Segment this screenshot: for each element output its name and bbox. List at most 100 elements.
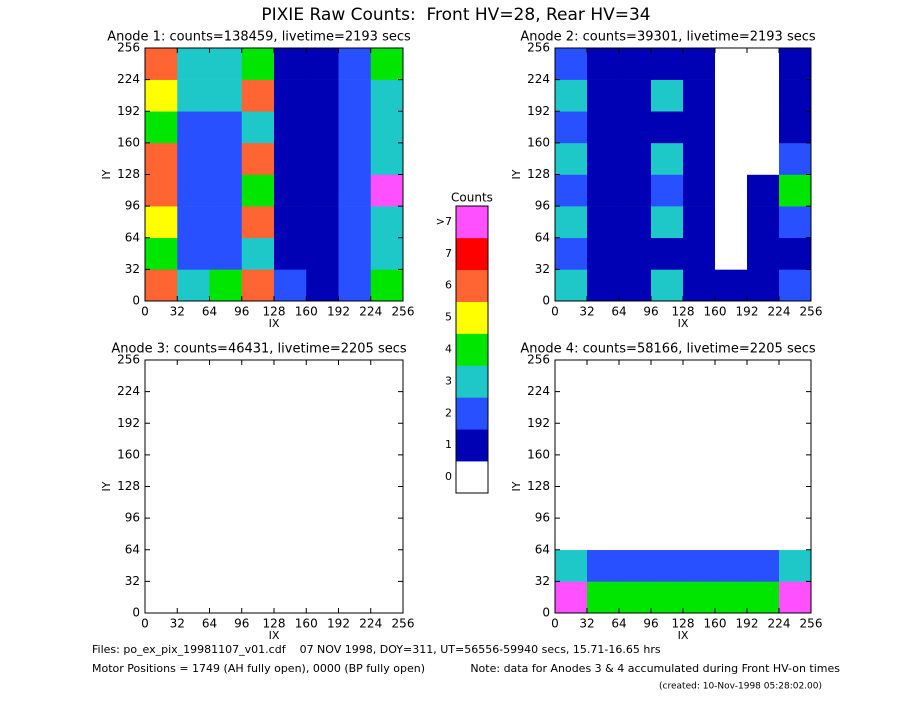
x-tick-label: 256 [800, 617, 823, 631]
heatmap-cell [145, 454, 178, 487]
heatmap-cell [209, 269, 243, 302]
heatmap-cell [370, 237, 404, 270]
y-tick-label: 32 [125, 262, 140, 276]
y-axis-label: IY [510, 169, 523, 179]
heatmap-cell [274, 174, 307, 207]
y-tick-label: 96 [125, 199, 140, 213]
y-tick-label: 32 [125, 574, 140, 588]
heatmap-cell [683, 111, 716, 144]
heatmap-cell [145, 111, 178, 144]
y-tick-label: 224 [527, 384, 550, 398]
heatmap-cell [683, 549, 716, 582]
heatmap-cell [779, 111, 812, 144]
heatmap-cell [747, 423, 780, 456]
x-tick-label: 32 [579, 305, 594, 319]
heatmap-cell [209, 237, 243, 270]
heatmap-cell [587, 142, 620, 175]
heatmap-cell [619, 391, 652, 424]
heatmap-cell [145, 486, 178, 519]
colorbar-swatch [456, 461, 488, 494]
heatmap-cell [715, 206, 748, 239]
heatmap-cell [370, 142, 404, 175]
heatmap-cell [306, 237, 339, 270]
heatmap-cell [747, 581, 780, 614]
x-tick-label: 64 [611, 617, 626, 631]
heatmap-cell [209, 174, 243, 207]
y-tick-label: 160 [527, 135, 550, 149]
heatmap-cell [338, 79, 372, 112]
heatmap-cell [145, 518, 178, 551]
colorbar-swatch [456, 301, 488, 334]
heatmap-cell [651, 423, 684, 456]
heatmap-cell [241, 48, 275, 80]
heatmap-cell [587, 454, 620, 487]
x-tick-label: 224 [768, 305, 791, 319]
heatmap-cell [779, 237, 812, 270]
heatmap-cell [274, 142, 307, 175]
x-tick-label: 0 [551, 617, 559, 631]
x-tick-label: 256 [392, 617, 415, 631]
heatmap-cell [209, 360, 243, 392]
colorbar-label: 5 [445, 311, 452, 324]
heatmap-cell [306, 581, 339, 614]
heatmap-cell [747, 269, 780, 302]
heatmap-cell [241, 423, 275, 456]
heatmap-cell [306, 269, 339, 302]
heatmap-cell [274, 360, 307, 392]
heatmap-cell [587, 581, 620, 614]
heatmap-cell [683, 174, 716, 207]
heatmap-cell [683, 79, 716, 112]
heatmap-cell [370, 79, 404, 112]
x-tick-label: 192 [736, 305, 759, 319]
x-tick-label: 128 [263, 617, 286, 631]
colorbar-title: Counts [451, 191, 493, 205]
colorbar-swatch [456, 333, 488, 366]
y-tick-label: 160 [117, 447, 140, 461]
heatmap-cell [370, 486, 404, 519]
x-tick-label: 32 [579, 617, 594, 631]
heatmap-cell [338, 111, 372, 144]
heatmap-cell [370, 174, 404, 207]
x-axis-label: IX [269, 317, 280, 330]
x-tick-label: 32 [170, 305, 185, 319]
heatmap-cell [619, 518, 652, 551]
heatmap-cell [338, 269, 372, 302]
y-tick-label: 64 [125, 230, 140, 244]
heatmap-cell [779, 206, 812, 239]
heatmap-cell [747, 549, 780, 582]
heatmap-cell [209, 206, 243, 239]
y-axis-label: IY [510, 481, 523, 491]
heatmap-cell [241, 360, 275, 392]
heatmap-cell [177, 111, 210, 144]
heatmap-cell [587, 518, 620, 551]
heatmap-cell [555, 581, 588, 614]
heatmap-cell [747, 237, 780, 270]
heatmap-cell [651, 79, 684, 112]
heatmap-cell [683, 391, 716, 424]
heatmap-cell [651, 360, 684, 392]
heatmap-cell [177, 518, 210, 551]
heatmap-cell [683, 48, 716, 80]
heatmap-cell [145, 581, 178, 614]
heatmap-cell [306, 111, 339, 144]
heatmap-cell [338, 174, 372, 207]
heatmap-cell [651, 486, 684, 519]
x-tick-label: 160 [704, 305, 727, 319]
heatmap-cell [683, 237, 716, 270]
heatmap-cell [555, 391, 588, 424]
heatmap-cell [209, 454, 243, 487]
heatmap-cell [619, 142, 652, 175]
y-tick-label: 32 [535, 262, 550, 276]
heatmap-cell [338, 206, 372, 239]
heatmap-cell [779, 486, 812, 519]
heatmap-cell [306, 206, 339, 239]
heatmap-cell [779, 269, 812, 302]
heatmap-cell [651, 48, 684, 80]
heatmap-cell [370, 360, 404, 392]
panel-title: Anode 2: counts=39301, livetime=2193 sec… [520, 30, 816, 45]
heatmap-cell [306, 549, 339, 582]
footer-note: Note: data for Anodes 3 & 4 accumulated … [470, 662, 840, 675]
heatmap-cell [241, 111, 275, 144]
y-tick-label: 128 [117, 167, 140, 181]
heatmap-cell [555, 454, 588, 487]
